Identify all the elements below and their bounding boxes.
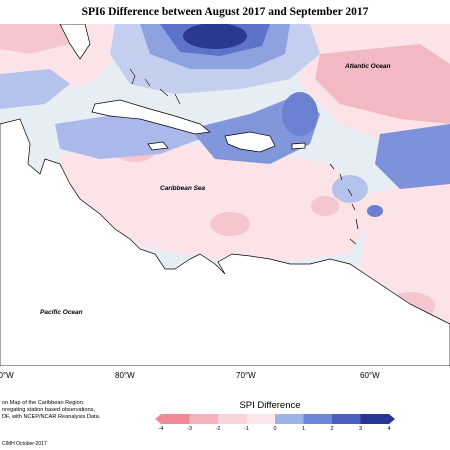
legend-tick-label: -2: [215, 426, 221, 432]
spi-map: Atlantic Ocean Caribbean Sea Pacific Oce…: [0, 24, 450, 366]
legend-left-arrow: [155, 414, 161, 424]
legend-swatch: [218, 414, 247, 424]
puerto-rico: [291, 142, 306, 150]
moderate-dry-zone: [210, 212, 250, 236]
legend-swatch: [360, 414, 390, 424]
central-america-landmass: [0, 118, 450, 366]
legend-tick-label: 4: [387, 426, 391, 432]
note-line-2: nregating station based observations,: [2, 407, 95, 413]
moderate-dry-zone: [0, 24, 80, 54]
lon-label-70w: 70°W: [236, 371, 256, 380]
jamaica: [147, 141, 169, 151]
bahamas: [129, 68, 181, 105]
wet-anomaly-zone: [367, 205, 383, 217]
florida: [59, 24, 91, 60]
hispaniola: [224, 131, 276, 153]
wet-anomaly-zone: [332, 175, 368, 203]
credit-text: CIMH October-2017: [2, 441, 47, 447]
note-line-3: DF, with NCEP/NCAR Reanalysis Data.: [2, 414, 101, 420]
legend-swatch: [303, 414, 333, 424]
legend-tick-label: -3: [187, 426, 192, 432]
legend-right-arrow: [389, 414, 395, 424]
wet-anomaly-zone: [282, 92, 318, 136]
lon-label-90w: 90°W: [0, 371, 14, 380]
atlantic-ocean-label: Atlantic Ocean: [344, 63, 391, 70]
map-title: SPI6 Difference between August 2017 and …: [81, 6, 369, 18]
legend-title: SPI Difference: [239, 400, 301, 411]
wet-anomaly-zone: [375, 124, 450, 189]
legend-tick-label: -1: [244, 426, 249, 432]
extreme-wet-center: [183, 24, 247, 49]
cuba: [91, 99, 211, 135]
legend-tick-label: -4: [158, 426, 164, 432]
legend-swatch: [246, 414, 276, 424]
moderate-dry-zone: [311, 196, 339, 216]
lon-label-60w: 60°W: [360, 371, 380, 380]
dry-anomaly-zone: [60, 144, 380, 264]
color-legend: [155, 414, 395, 424]
legend-tick-label: 1: [301, 426, 306, 432]
moderate-dry-zone: [315, 44, 450, 124]
caribbean-sea-label: Caribbean Sea: [160, 185, 206, 192]
legend-tick-label: 0: [273, 426, 277, 432]
legend-swatch: [161, 414, 190, 424]
lesser-antilles: [329, 163, 359, 245]
legend-swatch: [275, 414, 304, 424]
legend-tick-label: 3: [358, 426, 363, 432]
wet-anomaly-zone: [0, 69, 70, 109]
legend-swatch: [189, 414, 219, 424]
land: [0, 24, 450, 366]
note-line-1: on Map of the Caribbean Region.: [2, 400, 85, 406]
legend-tick-label: 2: [330, 426, 334, 432]
legend-swatch: [332, 414, 361, 424]
lon-label-80w: 80°W: [115, 371, 135, 380]
pacific-ocean-label: Pacific Ocean: [40, 309, 83, 316]
